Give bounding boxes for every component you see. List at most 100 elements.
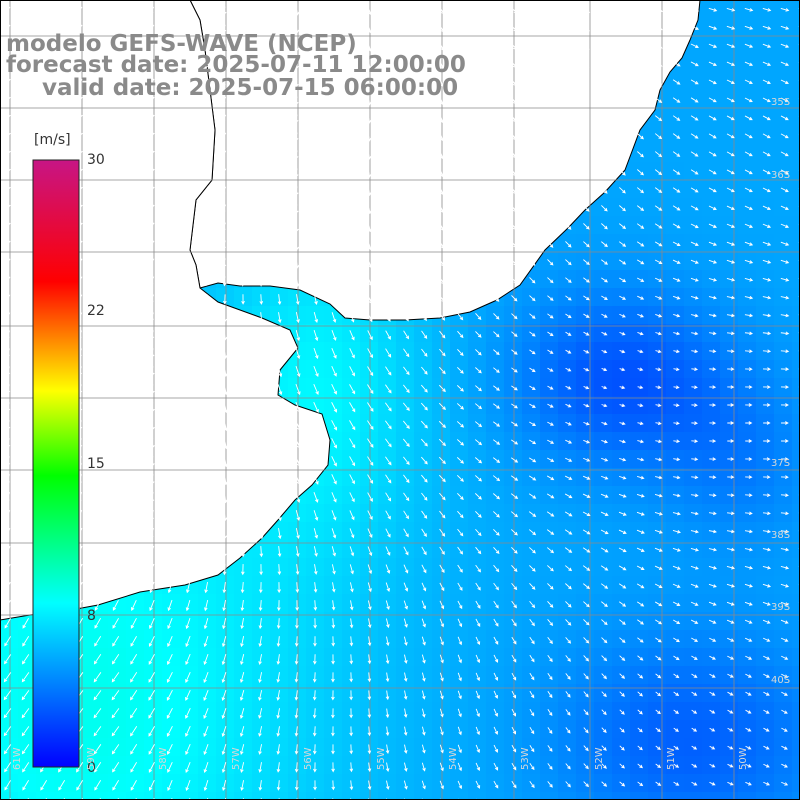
wind-arrow (5, 132, 11, 141)
wind-arrow (780, 187, 789, 193)
wind-arrow (3, 726, 12, 737)
wind-arrow (511, 654, 517, 663)
wind-arrow (41, 42, 47, 51)
wind-arrow (313, 186, 317, 197)
wind-arrow (204, 78, 209, 88)
wind-arrow (654, 187, 663, 193)
wind-arrow (313, 762, 317, 773)
wind-arrow (167, 617, 173, 630)
wind-arrow (565, 96, 572, 105)
wind-arrow (367, 294, 373, 305)
wind-arrow (654, 61, 663, 67)
wind-arrow (745, 439, 753, 443)
wind-arrow (294, 114, 299, 124)
wind-arrow (23, 563, 29, 575)
wind-arrow (313, 636, 317, 647)
wind-arrow (439, 114, 444, 124)
wind-arrow (313, 510, 319, 521)
wind-arrow (5, 222, 11, 231)
wind-arrow (637, 475, 645, 480)
wind-arrow (367, 168, 372, 178)
wind-arrow (331, 258, 336, 269)
wind-arrow (185, 689, 191, 701)
wind-arrow (185, 186, 191, 196)
wind-arrow (331, 762, 335, 773)
wind-arrow (457, 690, 462, 700)
wind-arrow (331, 744, 335, 755)
wind-arrow (23, 276, 29, 286)
wind-arrow (385, 276, 391, 287)
wind-cell (234, 792, 253, 800)
wind-arrow (223, 492, 228, 504)
wind-arrow (403, 744, 408, 754)
wind-arrow (240, 132, 245, 142)
wind-arrow (726, 61, 736, 66)
wind-arrow (547, 259, 554, 266)
wind-arrow (493, 60, 499, 69)
wind-arrow (21, 744, 30, 755)
wind-cell (792, 558, 800, 577)
wind-arrow (403, 618, 408, 628)
wind-arrow (331, 294, 337, 305)
wind-arrow (654, 133, 663, 140)
wind-arrow (349, 510, 355, 521)
wind-arrow (655, 457, 663, 462)
wind-arrow (546, 493, 555, 499)
wind-arrow (583, 61, 590, 68)
wind-arrow (474, 403, 483, 410)
wind-arrow (691, 457, 699, 462)
wind-arrow (149, 132, 155, 141)
wind-arrow (763, 421, 771, 425)
wind-arrow (331, 384, 337, 395)
wind-arrow (564, 511, 573, 517)
wind-arrow (709, 745, 716, 750)
wind-arrow (403, 240, 408, 250)
wind-arrow (600, 565, 609, 571)
wind-arrow (131, 563, 137, 576)
wind-arrow (565, 25, 572, 32)
wind-arrow (349, 546, 355, 557)
wind-arrow (168, 492, 173, 504)
wind-arrow (654, 223, 663, 229)
wind-arrow (403, 690, 408, 700)
wind-arrow (131, 42, 137, 51)
wind-arrow (762, 565, 772, 570)
wind-arrow (349, 276, 354, 287)
wind-arrow (547, 295, 554, 301)
wind-arrow (618, 475, 627, 480)
wind-arrow (780, 583, 790, 588)
wind-arrow (385, 168, 390, 178)
wind-arrow (185, 168, 191, 178)
wind-arrow (709, 331, 717, 336)
wind-arrow (475, 600, 481, 609)
wind-arrow (583, 79, 590, 86)
wind-arrow (618, 565, 627, 571)
wind-arrow (4, 636, 12, 647)
wind-cell (648, 792, 667, 800)
wind-arrow (312, 708, 317, 719)
wind-arrow (113, 222, 119, 231)
wind-arrow (313, 240, 318, 251)
wind-arrow (403, 546, 409, 556)
wind-arrow (277, 600, 281, 612)
wind-arrow (385, 42, 390, 52)
wind-arrow (403, 186, 408, 196)
wind-arrow (547, 619, 554, 626)
wind-arrow (167, 761, 173, 773)
wind-arrow (475, 132, 480, 142)
wind-cell (792, 522, 800, 541)
wind-arrow (148, 653, 155, 665)
wind-arrow (203, 744, 209, 755)
wind-arrow (708, 529, 717, 534)
wind-arrow (439, 96, 444, 106)
wind-arrow (655, 421, 662, 426)
wind-arrow (691, 709, 698, 714)
wind-arrow (583, 385, 590, 390)
wind-arrow (24, 366, 29, 377)
wind-arrow (601, 115, 608, 122)
wind-arrow (762, 169, 771, 175)
wind-cell (144, 792, 163, 800)
wind-arrow (493, 313, 500, 320)
wind-arrow (385, 186, 390, 196)
wind-arrow (367, 96, 372, 106)
